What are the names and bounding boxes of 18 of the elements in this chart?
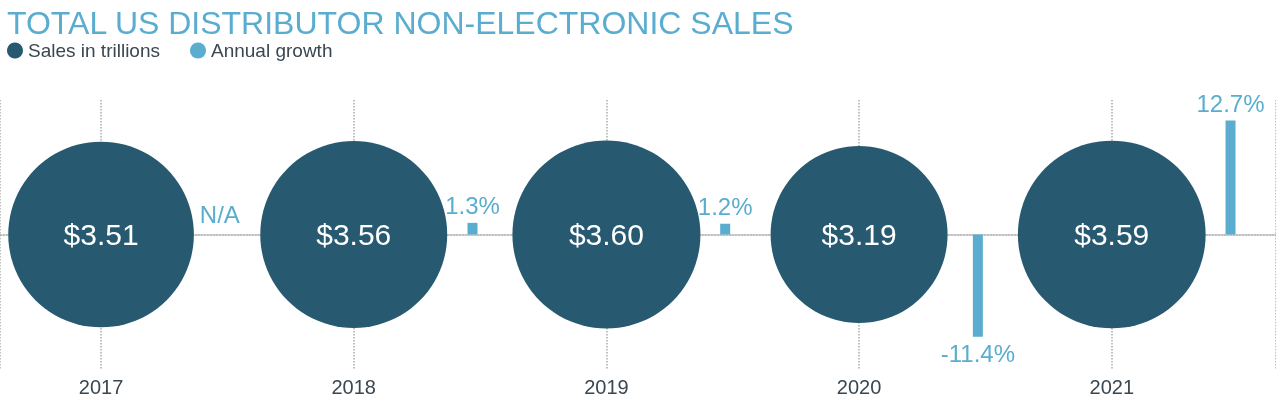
x-tick-label: 2017 [78, 376, 124, 398]
data-label: $3.60 [568, 218, 644, 251]
text: N/A [199, 201, 240, 228]
data-label: $3.59 [1074, 218, 1150, 251]
data-label: $3.56 [316, 218, 392, 251]
chart-title: TOTAL US DISTRIBUTOR NON-ELECTRONIC SALES [7, 5, 794, 41]
x-tick-label: 2018 [331, 376, 376, 398]
x-tick-label: 2019 [584, 376, 629, 398]
x-tick-label: 2021 [1089, 376, 1135, 398]
legend-label: Sales in trillions [28, 40, 160, 61]
data-label: $3.19 [821, 218, 897, 251]
data-label: 1.3% [445, 192, 500, 220]
x-tick-label: 2020 [836, 376, 882, 398]
data-label: -11.4% [940, 340, 1015, 368]
data-label: $3.51 [63, 218, 139, 251]
data-label: 12.7% [1196, 90, 1265, 118]
data-label: 1.2% [697, 193, 753, 221]
legend-label: Annual growth [211, 40, 333, 61]
